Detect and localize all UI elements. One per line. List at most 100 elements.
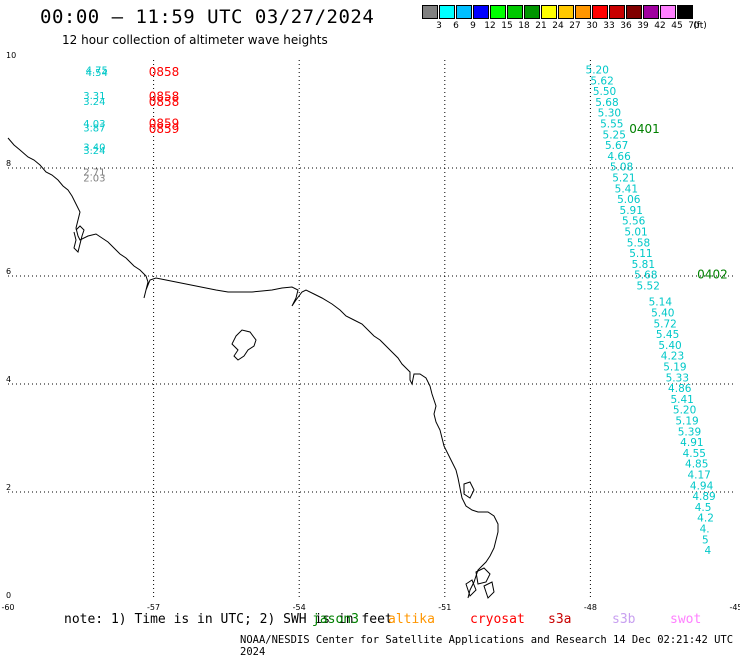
legend-label: 45: [671, 21, 683, 31]
legend-label: 3: [436, 21, 442, 31]
legend-label: 21: [535, 21, 547, 31]
coastline-path: [7, 137, 499, 599]
swh-value: 4.2: [697, 513, 714, 525]
pass-time-label: 0858: [149, 65, 180, 79]
swh-value: 5.68: [595, 97, 618, 109]
legend-swatch: [490, 5, 506, 19]
swh-value: 5.40: [658, 340, 681, 352]
swh-value: 5.19: [675, 416, 698, 428]
legend-label: 9: [470, 21, 476, 31]
color-legend: 3 6 9 12 15 18 21 24 27 30 33 36 39 42 45 70 (ft): [422, 5, 707, 33]
island-path: [231, 329, 257, 361]
satellite-s3a: s3a: [548, 612, 572, 627]
satellite-s3b: s3b: [612, 612, 636, 627]
swh-value: 4.: [700, 524, 710, 536]
y-tick-label: 4: [6, 375, 11, 384]
y-tick-label: 10: [6, 51, 16, 60]
legend-swatch: [626, 5, 642, 19]
swh-value: 5.20: [586, 65, 609, 77]
legend-label: 36: [620, 21, 632, 31]
swh-value: 5.41: [615, 183, 638, 195]
grid-lines: [8, 60, 736, 600]
axis-ticks: -60 -57 -54 -51 -48 -45 0 2 4 6 8 10: [1, 51, 740, 612]
x-tick-label: -45: [729, 603, 740, 612]
swh-value: 5.30: [598, 108, 621, 120]
swh-value: 5.20: [673, 405, 696, 417]
legend-labels: 3 6 9 12 15 18 21 24 27 30 33 36 39 42 45 70 (ft): [422, 19, 707, 33]
satellite-cryosat: cryosat: [470, 612, 525, 627]
y-tick-label: 6: [6, 267, 11, 276]
pass-time-label: 0859: [149, 122, 180, 136]
coastline: [7, 137, 499, 599]
legend-label: 6: [453, 21, 459, 31]
swh-value: 4.89: [692, 491, 715, 503]
swh-value: 5.33: [666, 372, 689, 384]
legend-swatch: [575, 5, 591, 19]
swh-value: 5: [702, 534, 709, 546]
legend-swatch: [541, 5, 557, 19]
satellite-altika: altika: [388, 612, 435, 627]
legend-label: 39: [637, 21, 649, 31]
x-tick-label: -54: [293, 603, 306, 612]
y-tick-label: 2: [6, 483, 11, 492]
legend-swatch: [592, 5, 608, 19]
legend-label: 15: [501, 21, 513, 31]
legend-swatches: [422, 5, 694, 19]
delta-islands-path: [465, 567, 495, 599]
swh-value: 5.08: [610, 162, 633, 174]
swh-value: 5.68: [634, 270, 657, 282]
swh-value: 4.66: [607, 151, 631, 163]
map-title: 00:00 – 11:59 UTC 03/27/2024: [40, 6, 375, 28]
legend-swatch: [677, 5, 693, 19]
swh-value: 4.23: [661, 351, 684, 363]
pass-time-label: 0858: [149, 90, 180, 104]
legend-swatch: [473, 5, 489, 19]
legend-label: 24: [552, 21, 564, 31]
river-mouth-path: [73, 225, 85, 253]
swh-value: 5.14: [649, 297, 673, 309]
legend-swatch: [609, 5, 625, 19]
swh-value: 5.58: [627, 237, 650, 249]
swh-value: 5.81: [632, 259, 655, 271]
swh-value: 4.54: [86, 68, 108, 79]
legend-label: 12: [484, 21, 496, 31]
legend-label: 30: [586, 21, 598, 31]
swh-value: 4.03: [83, 119, 105, 130]
footer-note: note: 1) Time is in UTC; 2) SWH is in fe…: [64, 612, 393, 627]
swh-value: 5.01: [624, 227, 647, 239]
swh-value: 5.62: [590, 75, 613, 87]
legend-label: 18: [518, 21, 530, 31]
legend-swatch: [558, 5, 574, 19]
swh-value: 3.40: [83, 143, 105, 154]
legend-label: 42: [654, 21, 666, 31]
swh-value: 5.11: [629, 248, 652, 260]
swh-value: 4.17: [687, 470, 710, 482]
swh-value: 2.71: [83, 168, 105, 179]
swh-value: 5.67: [605, 140, 628, 152]
legend-swatch: [660, 5, 676, 19]
pass-time-label: 0401: [629, 122, 660, 136]
legend-swatch: [643, 5, 659, 19]
swh-value: 3.24: [83, 97, 105, 108]
satellite-swot: swot: [670, 612, 702, 627]
credit-line: NOAA/NESDIS Center for Satellite Applica…: [240, 634, 734, 658]
pass-time-label: 0858: [149, 95, 180, 109]
legend-label: 33: [603, 21, 615, 31]
island-small-path: [463, 481, 475, 499]
swh-value: 5.52: [637, 281, 660, 293]
legend-swatch: [422, 5, 438, 19]
legend-label: 27: [569, 21, 581, 31]
swh-value: 5.19: [663, 362, 686, 374]
swh-value: 4.94: [690, 480, 714, 492]
swh-value: 3.24: [83, 146, 105, 157]
swh-value: 4.5: [695, 502, 712, 514]
swh-value: 4.55: [683, 448, 706, 460]
swh-value: 4.86: [668, 383, 692, 395]
swh-value: 5.45: [656, 329, 679, 341]
x-tick-label: -57: [147, 603, 160, 612]
x-tick-label: -48: [584, 603, 597, 612]
swh-value: 5.91: [620, 205, 643, 217]
data-labels: 4.754.543.313.244.033.873.403.242.712.03…: [83, 65, 727, 558]
legend-label: (ft): [693, 21, 707, 31]
legend-swatch: [456, 5, 472, 19]
